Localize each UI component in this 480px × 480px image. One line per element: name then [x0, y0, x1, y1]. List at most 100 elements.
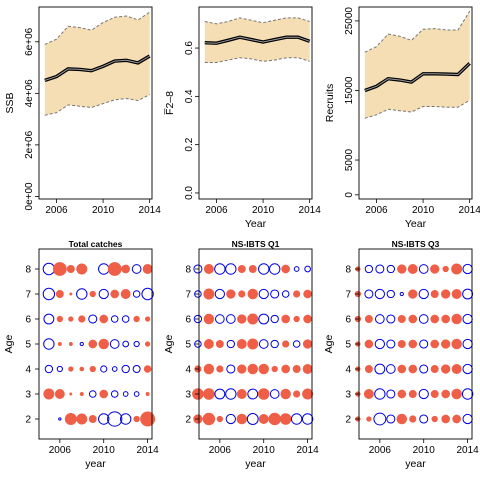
negative-residual-bubble — [58, 417, 62, 421]
positive-residual-bubble — [293, 290, 301, 298]
y-tick-label: 6 — [185, 315, 191, 326]
negative-residual-bubble — [122, 340, 130, 348]
ns-ibts-q1-panel: 2006 2010 2014 2 3 4 5 6 7 8 Age year NS-IBTS Q1 — [163, 239, 319, 470]
y-axis-label: Recruits — [324, 84, 336, 123]
positive-residual-bubble — [203, 313, 215, 325]
negative-residual-bubble — [268, 263, 281, 275]
x-tick-label: 2006 — [369, 445, 392, 456]
negative-residual-bubble — [399, 291, 404, 297]
positive-residual-bubble — [452, 414, 461, 424]
positive-residual-bubble — [451, 338, 462, 350]
positive-residual-bubble — [430, 290, 439, 298]
x-tick-label: 2010 — [93, 445, 116, 456]
y-tick-label: 0.2 — [184, 137, 195, 151]
plot-frame — [38, 248, 153, 440]
y-tick-label: 7 — [25, 290, 31, 301]
positive-residual-bubble — [237, 314, 247, 324]
positive-residual-bubble — [69, 292, 73, 296]
negative-residual-bubble — [385, 364, 396, 374]
positive-residual-bubble — [430, 365, 439, 373]
y-tick-label: 2 — [25, 415, 31, 426]
positive-residual-bubble — [226, 289, 236, 299]
negative-residual-bubble — [270, 289, 280, 299]
total-catches-panel: 2006 2010 2014 2 3 4 5 6 7 8 Age year Total catches — [3, 239, 159, 470]
y-axis-label: SSB — [4, 92, 16, 113]
positive-residual-bubble — [89, 290, 96, 298]
negative-residual-bubble — [290, 413, 303, 425]
positive-residual-bubble — [133, 315, 140, 323]
negative-residual-bubble — [44, 364, 54, 374]
positive-residual-bubble — [216, 415, 223, 423]
negative-residual-bubble — [225, 413, 236, 425]
y-tick-label: 5 — [345, 340, 351, 351]
y-tick-label: 5 — [25, 340, 31, 351]
negative-residual-bubble — [386, 314, 396, 324]
positive-residual-bubble — [215, 340, 224, 348]
positive-residual-bubble — [79, 366, 85, 372]
positive-residual-bubble — [364, 365, 373, 373]
negative-residual-bubble — [270, 314, 279, 324]
negative-residual-bubble — [98, 413, 110, 425]
negative-residual-bubble — [281, 290, 290, 298]
panel-title: NS-IBTS Q1 — [232, 239, 280, 249]
negative-residual-bubble — [386, 414, 396, 424]
negative-residual-bubble — [374, 314, 385, 324]
positive-residual-bubble — [451, 313, 462, 325]
negative-residual-bubble — [42, 262, 56, 276]
positive-residual-bubble — [247, 313, 259, 325]
x-axis-label: Year — [405, 218, 427, 230]
y-tick-label: 4 — [25, 365, 31, 376]
negative-residual-bubble — [121, 315, 130, 323]
y-tick-label: 6e+06 — [24, 27, 35, 56]
positive-residual-bubble — [430, 264, 440, 274]
negative-residual-bubble — [418, 288, 429, 300]
negative-residual-bubble — [419, 364, 429, 374]
negative-residual-bubble — [364, 289, 374, 299]
positive-residual-bubble — [133, 415, 140, 423]
positive-residual-bubble — [142, 264, 153, 274]
y-tick-label: 0e+00 — [24, 182, 35, 211]
positive-residual-bubble — [431, 415, 438, 423]
positive-residual-bubble — [366, 416, 372, 422]
upper-bound-line — [364, 10, 471, 53]
positive-residual-bubble — [88, 415, 97, 423]
x-axis-label: Year — [245, 218, 267, 230]
positive-residual-bubble — [64, 412, 77, 425]
y-tick-label: 7 — [345, 290, 351, 301]
positive-residual-bubble — [408, 289, 418, 299]
positive-residual-bubble — [248, 265, 257, 273]
plot-frame — [198, 6, 313, 200]
negative-residual-bubble — [462, 263, 473, 275]
positive-residual-bubble — [451, 289, 462, 299]
positive-residual-bubble — [257, 388, 270, 400]
negative-residual-bubble — [258, 339, 269, 349]
negative-residual-bubble — [301, 413, 314, 425]
positive-residual-bubble — [441, 314, 450, 324]
positive-residual-bubble — [281, 264, 290, 274]
positive-residual-bubble — [271, 365, 278, 373]
negative-residual-bubble — [88, 314, 98, 324]
y-tick-label: 3 — [185, 390, 191, 401]
negative-residual-bubble — [418, 388, 429, 400]
negative-residual-bubble — [374, 363, 386, 375]
positive-residual-bubble — [98, 338, 109, 350]
y-axis-label: F̅2–8 — [164, 91, 176, 116]
positive-residual-bubble — [363, 389, 374, 399]
negative-residual-bubble — [386, 264, 395, 274]
positive-residual-bubble — [55, 290, 64, 298]
negative-residual-bubble — [304, 265, 311, 273]
y-tick-label: 5000 — [344, 148, 355, 171]
y-tick-label: 25000 — [344, 7, 355, 35]
negative-residual-bubble — [110, 315, 119, 323]
plot-frame — [358, 6, 473, 200]
x-tick-label: 2010 — [92, 205, 115, 216]
positive-residual-bubble — [282, 340, 290, 348]
positive-residual-bubble — [281, 364, 290, 374]
positive-residual-bubble — [409, 415, 417, 423]
positive-residual-bubble — [441, 364, 451, 374]
negative-residual-bubble — [373, 412, 387, 426]
positive-residual-bubble — [408, 390, 417, 398]
negative-residual-bubble — [461, 388, 474, 400]
x-tick-label: 2010 — [412, 205, 435, 216]
bubble-group — [192, 263, 314, 426]
